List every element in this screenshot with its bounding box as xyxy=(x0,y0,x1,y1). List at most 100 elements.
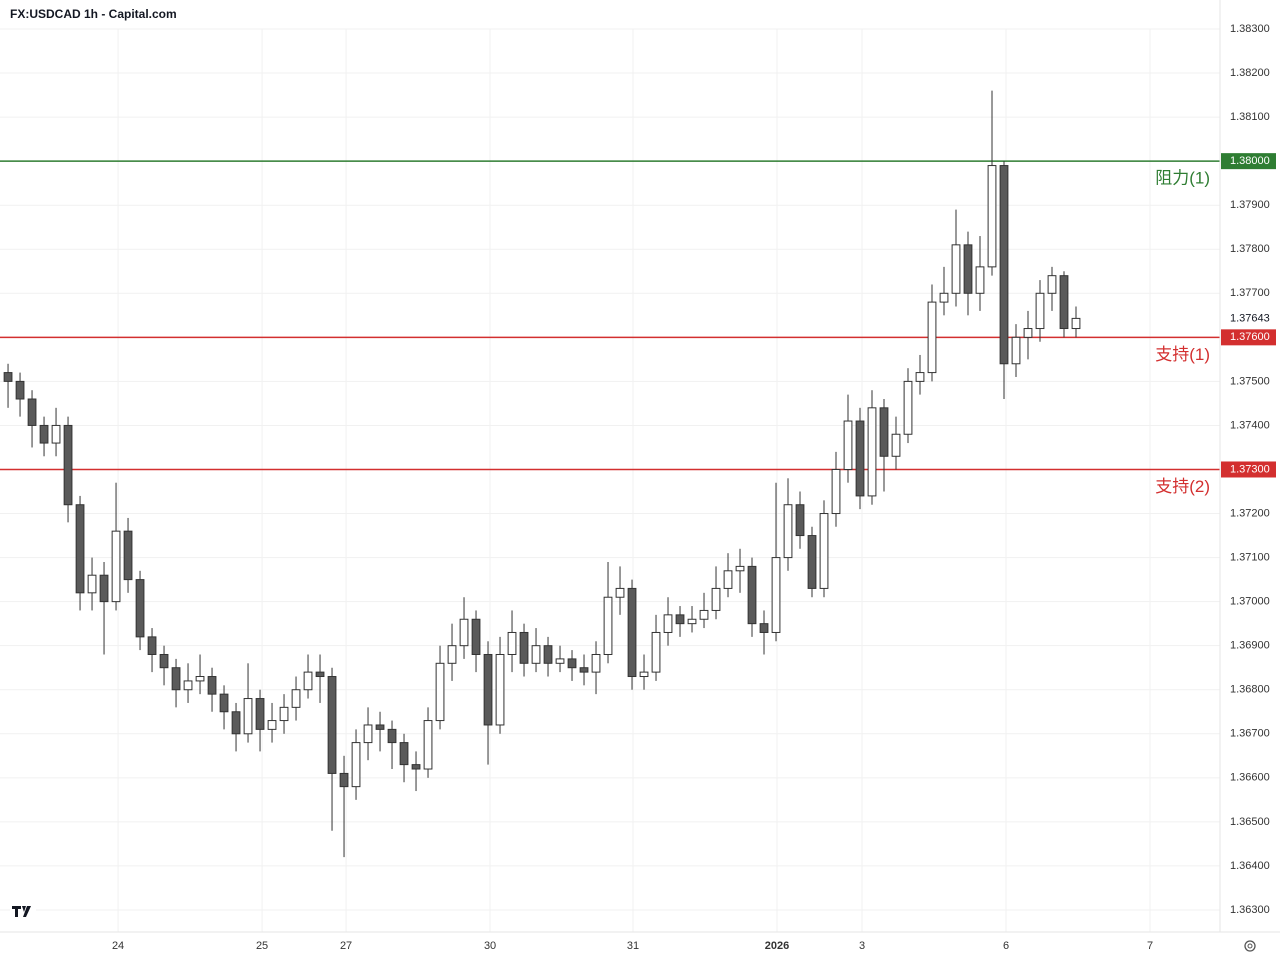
candle-body xyxy=(447,645,457,664)
candle-body xyxy=(171,667,181,691)
candle-body xyxy=(699,609,709,620)
candle-body xyxy=(51,424,61,444)
candle-body xyxy=(939,292,949,303)
candle-body xyxy=(495,653,505,726)
gear[interactable] xyxy=(1244,940,1256,952)
candle-body xyxy=(843,420,853,470)
candle-body xyxy=(387,728,397,744)
y-tick-label: 1.37900 xyxy=(1230,199,1270,211)
candle-body xyxy=(243,698,253,735)
candle-body xyxy=(771,557,781,633)
level-tag-label: 1.37300 xyxy=(1230,463,1270,475)
candle-body xyxy=(483,653,493,726)
candle-body xyxy=(111,530,121,603)
x-tick-label: 24 xyxy=(112,940,124,952)
candle-body xyxy=(219,693,229,713)
candle-body xyxy=(315,671,325,678)
y-tick-label: 1.36300 xyxy=(1230,904,1270,916)
y-tick-label: 1.37100 xyxy=(1230,551,1270,563)
candle-body xyxy=(147,636,157,655)
candle-body xyxy=(123,530,133,581)
candle-body xyxy=(3,372,13,382)
y-tick-label: 1.36400 xyxy=(1230,860,1270,872)
candle-body xyxy=(555,658,565,664)
candle-body xyxy=(1047,275,1057,294)
candle-body xyxy=(567,658,577,669)
candle-body xyxy=(603,596,613,655)
candle-body xyxy=(675,614,685,625)
candle-body xyxy=(999,165,1009,365)
level-tag-label: 1.38000 xyxy=(1230,155,1270,167)
candle-body xyxy=(543,645,553,664)
candle-body xyxy=(831,468,841,515)
candle-body xyxy=(519,631,529,664)
last-price-tag xyxy=(1221,310,1276,327)
candle-body xyxy=(867,407,877,497)
candle-body xyxy=(915,372,925,382)
candle-body xyxy=(591,653,601,673)
candle-body xyxy=(963,244,973,294)
candle-body xyxy=(327,676,337,774)
candle-body xyxy=(879,407,889,457)
candle-body xyxy=(1071,317,1081,330)
candle-body xyxy=(891,433,901,457)
y-tick-label: 1.36800 xyxy=(1230,684,1270,696)
candle-body xyxy=(207,676,217,695)
x-tick-label: 25 xyxy=(256,940,268,952)
candle-body xyxy=(855,420,865,497)
candle-body xyxy=(411,764,421,770)
candle-body xyxy=(1059,275,1069,330)
candle-body xyxy=(723,570,733,589)
candle-body xyxy=(435,662,445,722)
candle-body xyxy=(231,711,241,735)
y-tick-label: 1.36900 xyxy=(1230,640,1270,652)
last-price-label: 1.37643 xyxy=(1230,312,1270,324)
candle-body xyxy=(951,244,961,294)
candle-body xyxy=(87,574,97,594)
candle-body xyxy=(423,720,433,770)
candle-body xyxy=(783,504,793,559)
x-tick-label: 31 xyxy=(627,940,639,952)
candle-body xyxy=(819,513,829,589)
candle-body xyxy=(339,772,349,788)
candle-body xyxy=(651,631,661,673)
y-tick-label: 1.37500 xyxy=(1230,375,1270,387)
level-tag xyxy=(1221,461,1276,478)
level-name: 阻力(1) xyxy=(1155,169,1210,188)
y-tick-label: 1.38100 xyxy=(1230,111,1270,123)
candle-body xyxy=(195,676,205,682)
candle-body xyxy=(399,742,409,766)
chart-title: FX:USDCAD 1h - Capital.com xyxy=(10,7,177,21)
candle-body xyxy=(39,424,49,444)
candle-body xyxy=(183,680,193,691)
settings-icon[interactable] xyxy=(1244,940,1256,952)
gear-center[interactable] xyxy=(1247,943,1253,949)
candle-body xyxy=(795,504,805,537)
y-tick-label: 1.36500 xyxy=(1230,816,1270,828)
candle-body xyxy=(627,587,637,678)
candle-body xyxy=(1035,292,1045,330)
candle-body xyxy=(363,724,373,744)
candle-body xyxy=(267,720,277,730)
candle-body xyxy=(903,380,913,435)
y-tick-label: 1.36600 xyxy=(1230,772,1270,784)
y-tick-label: 1.37400 xyxy=(1230,419,1270,431)
candle-body xyxy=(27,398,37,426)
candle-body xyxy=(375,724,385,730)
candle-body xyxy=(63,424,73,506)
candle-body xyxy=(135,579,145,638)
candle-body xyxy=(99,574,109,603)
candle-body xyxy=(711,587,721,611)
level-tag xyxy=(1221,153,1276,170)
logo xyxy=(10,903,36,919)
y-tick-label: 1.37700 xyxy=(1230,287,1270,299)
candle-body xyxy=(975,266,985,294)
x-tick-label: 27 xyxy=(340,940,352,952)
candle-body xyxy=(1011,336,1021,365)
y-tick-label: 1.37800 xyxy=(1230,243,1270,255)
y-tick-label: 1.37000 xyxy=(1230,596,1270,608)
candle-body xyxy=(279,706,289,722)
logo-shape xyxy=(12,906,31,917)
candle-body xyxy=(687,618,697,625)
